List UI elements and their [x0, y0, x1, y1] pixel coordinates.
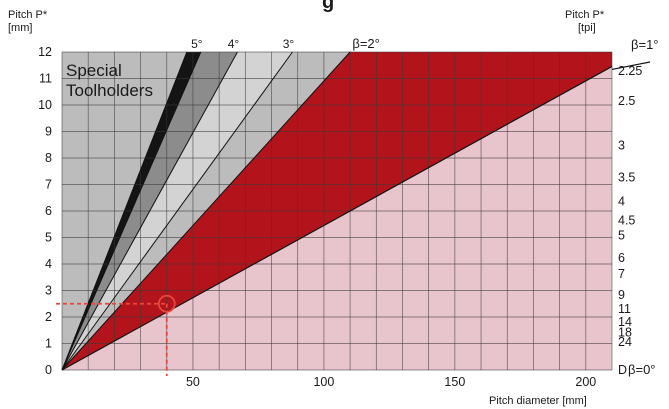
tpi-tick-label: 3: [618, 139, 625, 153]
tpi-tick-label: 24: [618, 335, 632, 349]
y-tick-label: 5: [45, 231, 52, 245]
y-tick-label: 3: [45, 284, 52, 298]
line-5deg-inner: [61, 51, 188, 371]
angle-label-2deg: β=2°: [352, 36, 380, 51]
x-tick-label: 100: [313, 375, 334, 389]
angle-label-4deg: 4°: [228, 37, 240, 51]
x-axis-title: Pitch diameter [mm]: [489, 395, 587, 407]
tpi-tick-label: 9: [618, 288, 625, 302]
tpi-tick-label: 11: [618, 302, 631, 316]
y-tick-label: 9: [45, 125, 52, 139]
angle-label-5deg: 5°: [191, 37, 203, 51]
x-tick-label: 150: [444, 375, 465, 389]
angle-lines: [56, 51, 651, 376]
tpi-tick-label: 14: [618, 315, 632, 329]
y-tick-label: 8: [45, 151, 52, 165]
angle-label-0deg: β=0°: [628, 362, 656, 377]
tpi-tick-label: 5: [618, 228, 625, 242]
line-5deg: [61, 51, 202, 371]
tpi-tick-label: 4.5: [618, 213, 635, 227]
x-tick-label: 50: [186, 375, 200, 389]
header-title-fragment: g: [322, 0, 334, 13]
chart-grid: [61, 51, 613, 371]
y-tick-label: 6: [45, 204, 52, 218]
y-tick-label: 12: [38, 45, 52, 59]
y-tick-label: 10: [38, 98, 52, 112]
line-1deg-leader: [611, 61, 651, 71]
y-tick-label: 4: [45, 257, 52, 271]
y-tick-label: 1: [45, 337, 52, 351]
y-tick-label: 0: [45, 363, 52, 377]
right-axis-unit: [tpi]: [578, 22, 596, 34]
left-axis-unit: [mm]: [8, 22, 32, 34]
tpi-tick-label: 6: [618, 251, 625, 265]
angle-label-3deg: 3°: [283, 37, 295, 51]
line-2deg: [61, 51, 351, 371]
line-1deg: [61, 65, 613, 371]
example-point-marker: [157, 294, 176, 313]
tpi-tick-label: 2.5: [618, 94, 635, 108]
y-tick-label: 7: [45, 178, 52, 192]
tpi-tick-label: D: [618, 363, 627, 377]
x-tick-label: 200: [575, 375, 596, 389]
tpi-tick-label: 2.25: [618, 64, 642, 78]
tpi-tick-label: 4: [618, 195, 625, 209]
angle-label-1deg: β=1°: [631, 37, 659, 52]
line-3deg: [61, 51, 293, 371]
tpi-tick-label: 18: [618, 326, 632, 340]
right-axis-title: Pitch P*: [565, 9, 605, 21]
region-label: Special Toolholders: [66, 61, 153, 100]
y-tick-label: 2: [45, 310, 52, 324]
left-axis-title: Pitch P*: [8, 9, 48, 21]
tpi-tick-label: 7: [618, 267, 625, 281]
line-4deg: [61, 51, 238, 371]
tpi-tick-label: 3.5: [618, 171, 635, 185]
y-tick-label: 11: [39, 72, 52, 86]
